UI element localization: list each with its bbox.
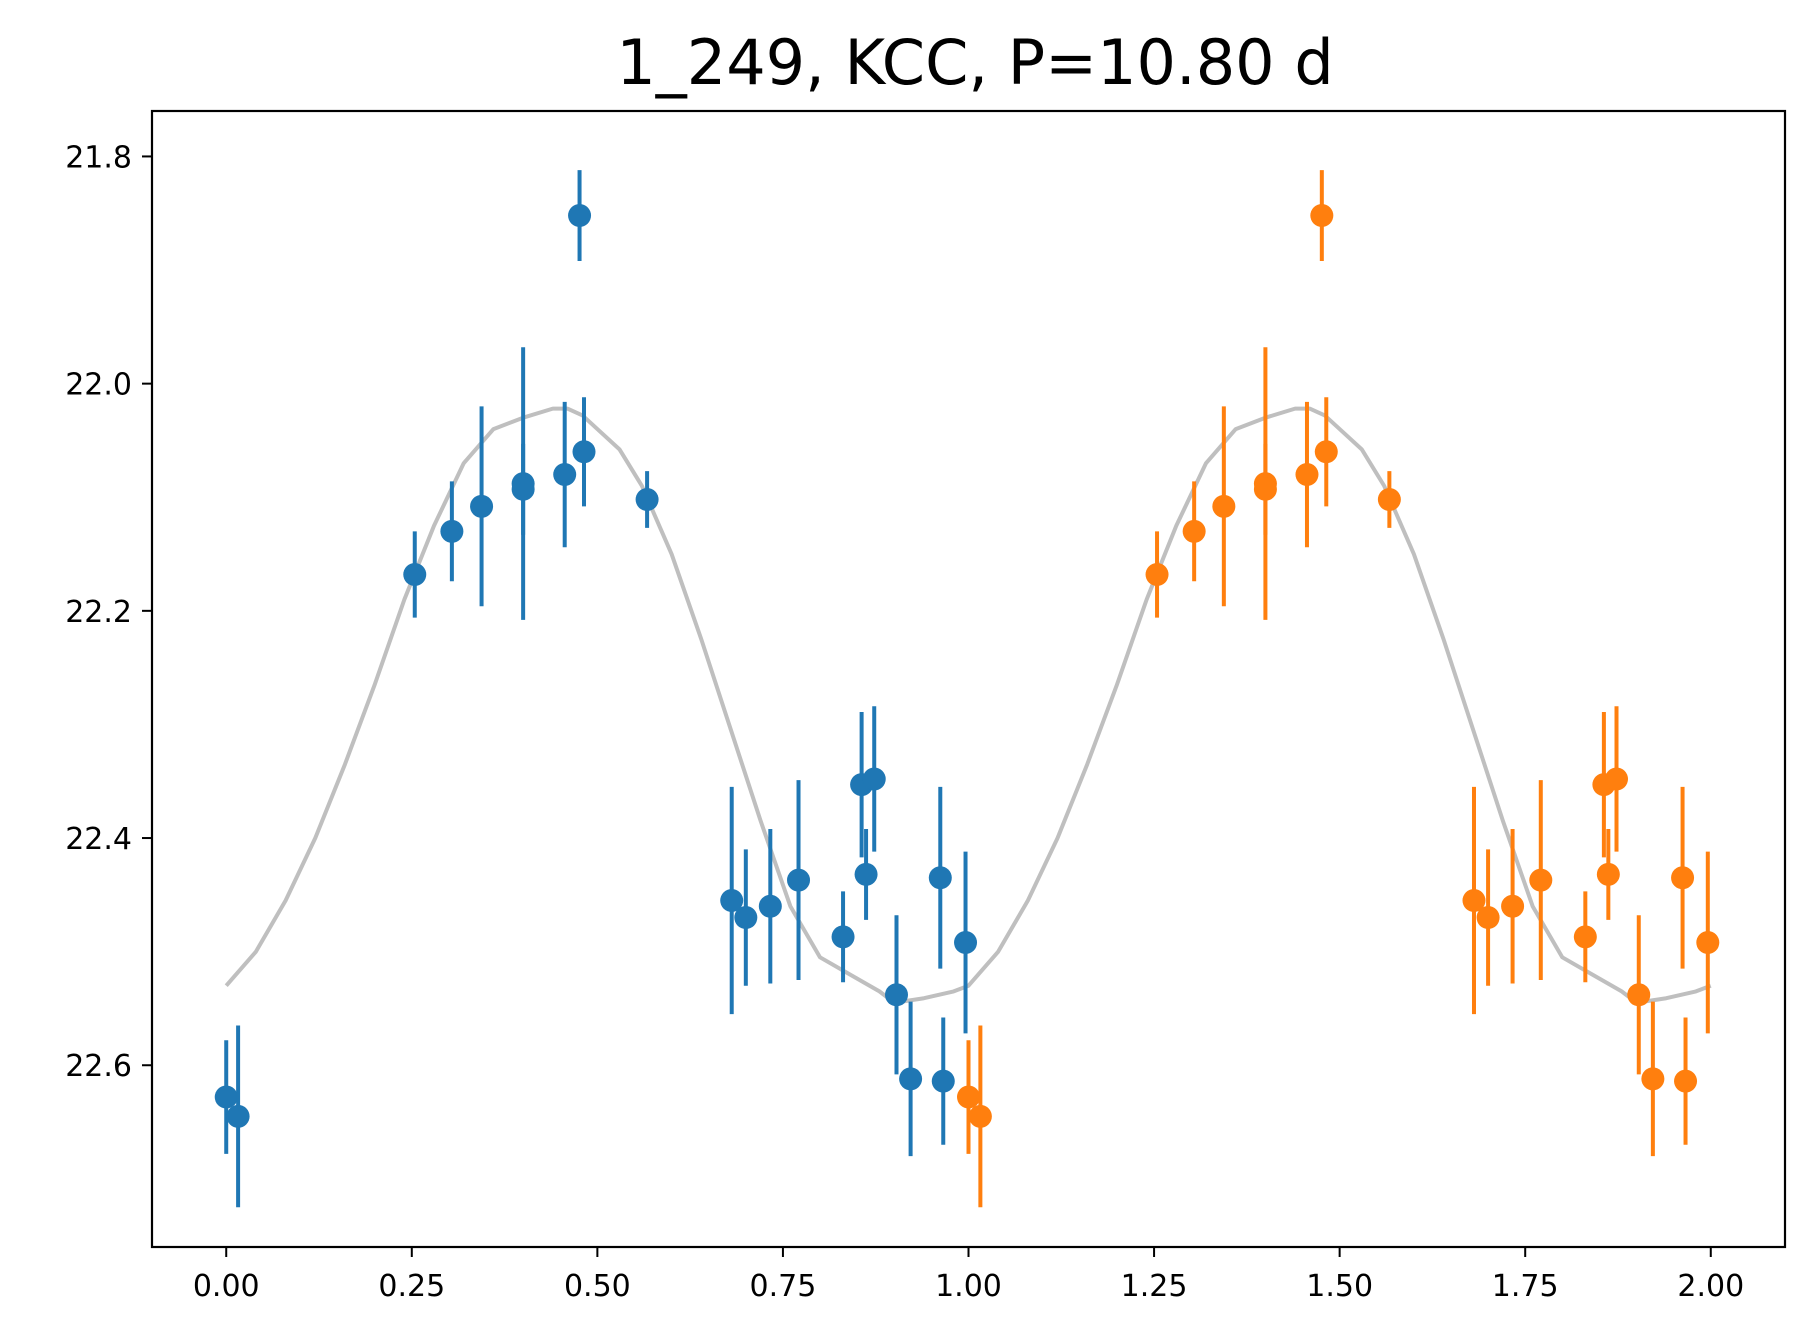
- data-point: [214, 1085, 238, 1109]
- data-point: [954, 931, 978, 955]
- data-point: [968, 1104, 992, 1128]
- data-point: [931, 1069, 955, 1093]
- data-point: [1145, 562, 1169, 586]
- data-point: [440, 519, 464, 543]
- x-tick-label: 1.75: [1492, 1269, 1559, 1304]
- x-tick-label: 1.25: [1121, 1269, 1188, 1304]
- x-tick-label: 2.00: [1677, 1269, 1744, 1304]
- chart-title: 1_249, KCC, P=10.80 d: [616, 26, 1333, 99]
- x-tick-label: 0.75: [750, 1269, 817, 1304]
- x-tick-label: 1.50: [1306, 1269, 1373, 1304]
- data-point: [553, 463, 577, 487]
- data-point: [226, 1104, 250, 1128]
- data-point: [572, 440, 596, 464]
- data-point: [957, 1085, 980, 1109]
- data-point: [734, 906, 758, 930]
- data-point: [1696, 931, 1720, 955]
- x-axis: 0.00 0.25 0.50 0.75 1.00 1.25 1.50 1.75 2.00: [193, 1247, 1744, 1304]
- y-tick-label: 21.8: [65, 140, 132, 175]
- data-point: [862, 767, 886, 791]
- data-point: [1377, 488, 1401, 512]
- y-tick-label: 22.6: [65, 1049, 132, 1084]
- data-point: [1212, 494, 1236, 518]
- series-2: [957, 170, 1720, 1208]
- model-curve: [224, 406, 1712, 1005]
- data-point: [854, 862, 878, 886]
- data-point: [470, 494, 494, 518]
- data-point: [1605, 767, 1629, 791]
- data-point: [1314, 440, 1338, 464]
- data-point: [1501, 894, 1525, 918]
- data-point: [568, 204, 592, 228]
- x-tick-label: 0.00: [193, 1269, 260, 1304]
- data-point: [1476, 906, 1500, 930]
- y-tick-label: 22.0: [65, 368, 132, 403]
- data-point: [1573, 925, 1597, 949]
- data-point: [1529, 868, 1553, 892]
- data-point: [1627, 983, 1651, 1007]
- series-1: [214, 170, 978, 1208]
- data-point: [884, 983, 908, 1007]
- x-tick-label: 0.50: [564, 1269, 631, 1304]
- data-point: [1182, 519, 1206, 543]
- y-tick-label: 22.4: [65, 822, 132, 857]
- data-point: [720, 889, 744, 913]
- data-point: [1462, 889, 1486, 913]
- data-point: [831, 925, 855, 949]
- data-point: [1641, 1067, 1665, 1091]
- data-point: [1674, 1069, 1698, 1093]
- plot-area: [214, 170, 1720, 1208]
- data-point: [758, 894, 782, 918]
- data-point: [1253, 477, 1277, 501]
- y-tick-label: 22.2: [65, 595, 132, 630]
- x-tick-label: 1.00: [935, 1269, 1002, 1304]
- data-point: [1671, 866, 1695, 890]
- data-point: [1596, 862, 1620, 886]
- data-point: [635, 488, 659, 512]
- data-point: [511, 477, 535, 501]
- data-point: [403, 562, 427, 586]
- x-tick-label: 0.25: [378, 1269, 445, 1304]
- data-point: [1295, 463, 1319, 487]
- y-axis: 21.8 22.0 22.2 22.4 22.6: [65, 140, 152, 1084]
- data-point: [899, 1067, 923, 1091]
- data-point: [787, 868, 811, 892]
- data-point: [928, 866, 952, 890]
- axes-frame: [150, 109, 1787, 1249]
- data-point: [1310, 204, 1334, 228]
